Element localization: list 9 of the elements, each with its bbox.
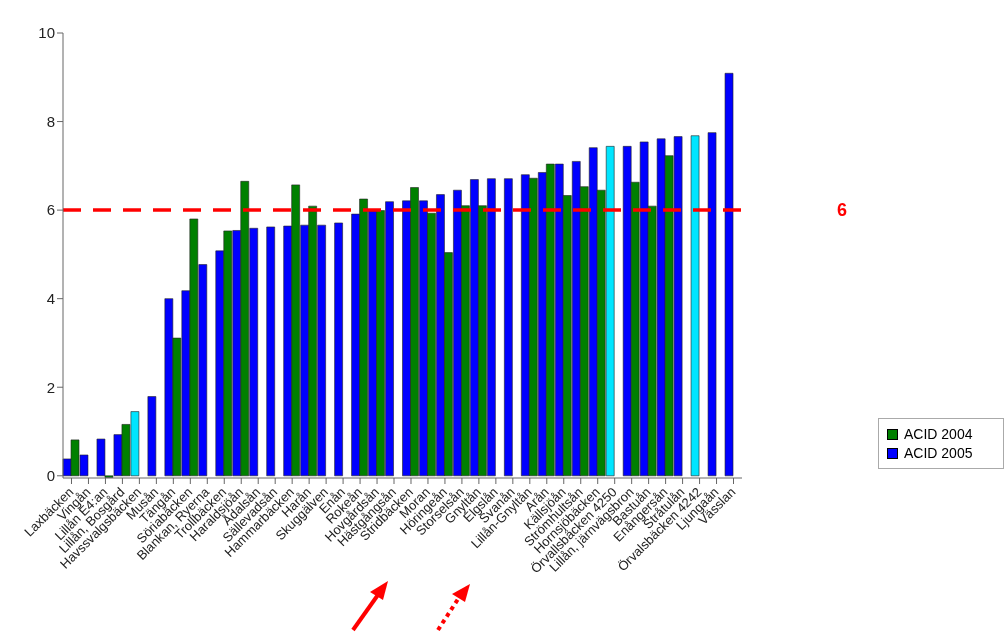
- ref-line-label: 6: [837, 200, 848, 221]
- y-tick-label: 4: [46, 290, 55, 307]
- y-tick-label: 6: [46, 201, 55, 219]
- y-tick-label: 8: [46, 112, 55, 130]
- y-tick-label: 2: [46, 378, 55, 396]
- legend-label: ACID 2004: [904, 426, 973, 442]
- y-tick-label: 10: [38, 24, 55, 42]
- y-tick-label: 0: [46, 467, 55, 485]
- legend-label: ACID 2005: [904, 445, 973, 461]
